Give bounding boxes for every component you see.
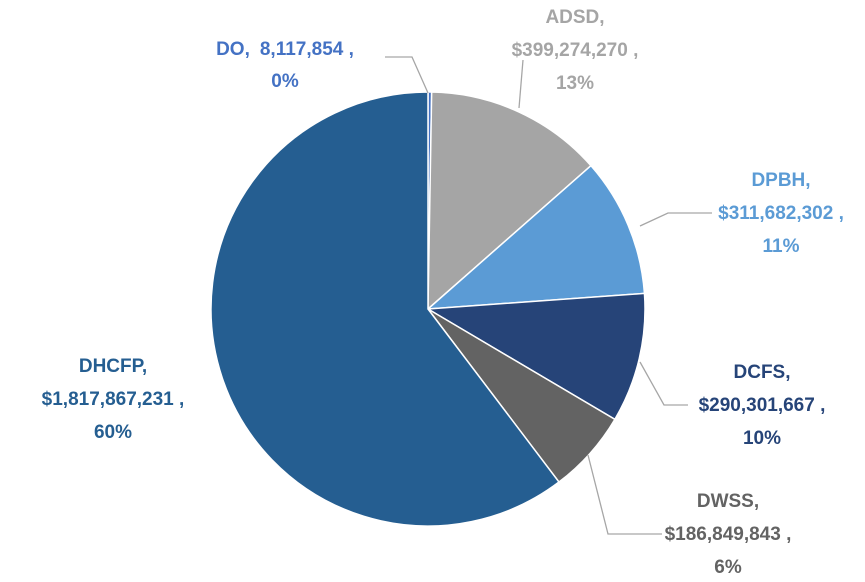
data-label-line: $399,274,270 , [512, 40, 639, 61]
leader-line [639, 361, 688, 406]
pie-slice [425, 292, 646, 421]
percent-label: 0% [271, 71, 299, 92]
data-label-line: ADSD, [545, 7, 604, 28]
data-label-line: DPBH, [751, 170, 810, 191]
leader-line [518, 59, 524, 109]
category-name: DO, [216, 39, 250, 60]
value-label: $1,817,867,231 , [42, 389, 185, 410]
data-label: DWSS, $186,849,843 , 6% [665, 491, 792, 578]
pie-slice [427, 91, 592, 311]
data-label-line: 60% [94, 422, 132, 443]
data-label-line: 11% [763, 236, 800, 257]
percent-label: 60% [94, 422, 132, 443]
data-label-line: 13% [556, 73, 594, 94]
category-name: ADSD, [545, 7, 604, 28]
percent-label: 13% [556, 73, 594, 94]
category-name: DHCFP, [79, 356, 147, 377]
data-label-line: DHCFP, [79, 356, 147, 377]
percent-label: 6% [714, 557, 742, 578]
leader-lines [385, 56, 712, 535]
value-label: $311,682,302 , [718, 203, 844, 224]
value-label: $290,301,667 , [699, 395, 826, 416]
data-label-line: $290,301,667 , [699, 395, 826, 416]
data-label-line: 0% [271, 71, 299, 92]
percent-label: 10% [743, 428, 781, 449]
data-label-line: DCFS, [734, 362, 791, 383]
data-label-line: DWSS, [697, 491, 759, 512]
leader-line [587, 454, 662, 535]
data-label-line: $186,849,843 , [665, 524, 792, 545]
leader-line [639, 212, 712, 227]
data-label: DO, 8,117,854 , 0% [216, 39, 354, 92]
value-label: 8,117,854 , [260, 39, 354, 60]
data-label: DHCFP, $1,817,867,231 , 60% [42, 356, 185, 443]
category-name: DCFS, [734, 362, 791, 383]
data-label: DPBH, $311,682,302 , 11% [718, 170, 844, 257]
data-label-line: $1,817,867,231 , [42, 389, 185, 410]
value-label: $186,849,843 , [665, 524, 792, 545]
data-label-line: DO, 8,117,854 , [216, 39, 354, 60]
data-label: DCFS, $290,301,667 , 10% [699, 362, 826, 449]
value-label: $399,274,270 , [512, 40, 639, 61]
percent-label: 11% [763, 236, 800, 257]
data-label-line: 6% [714, 557, 742, 578]
category-name: DPBH, [751, 170, 810, 191]
pie-slice [425, 164, 646, 310]
category-name: DWSS, [697, 491, 759, 512]
pie-slice [210, 91, 561, 527]
leader-line [385, 56, 429, 94]
data-label: ADSD, $399,274,270 , 13% [512, 7, 639, 94]
data-label-line: $311,682,302 , [718, 203, 844, 224]
data-label-line: 10% [743, 428, 781, 449]
